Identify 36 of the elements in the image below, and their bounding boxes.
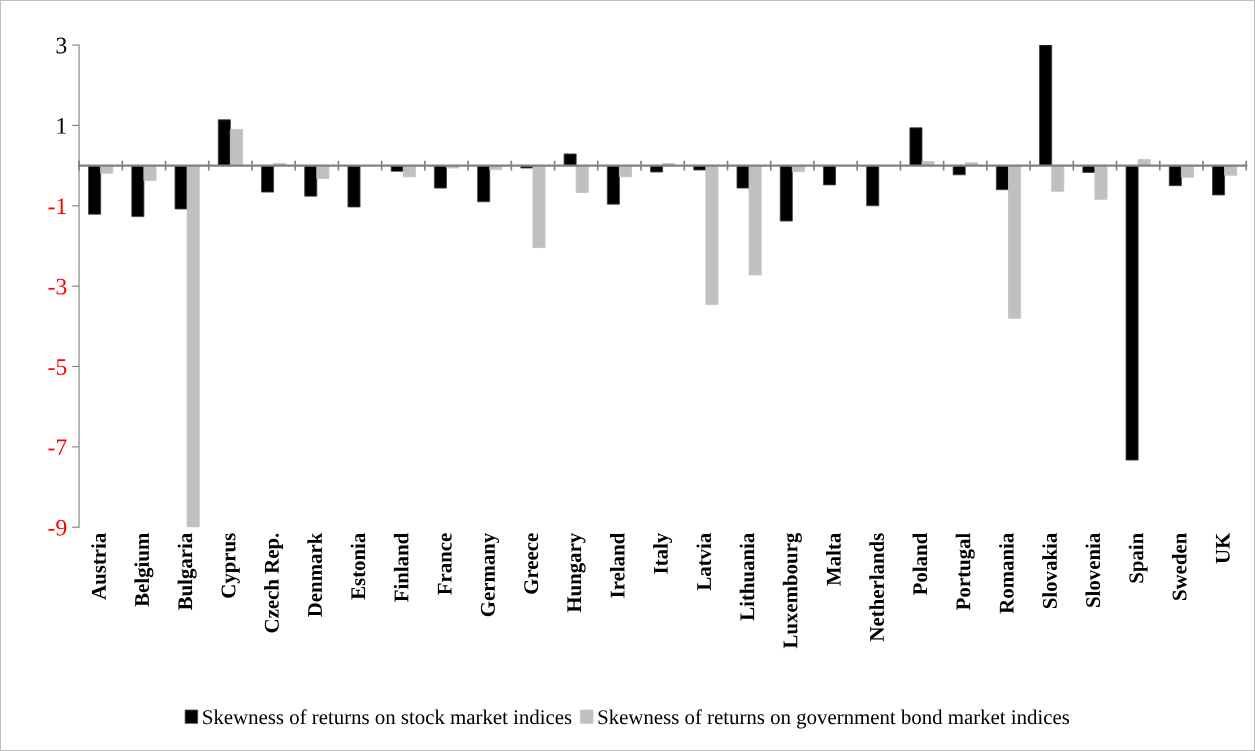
x-tick-label: UK bbox=[1215, 532, 1230, 564]
x-tick-label: Finland bbox=[393, 532, 409, 602]
x-tick-label: Latvia bbox=[696, 533, 712, 591]
y-tick-label: -5 bbox=[48, 359, 67, 375]
x-tick-label: Cyprus bbox=[221, 533, 240, 598]
x-tick-label: Greece bbox=[524, 533, 539, 594]
legend-label: Skewness of returns on government bond market indices bbox=[598, 709, 1070, 729]
x-tick-label: Belgium bbox=[134, 533, 154, 607]
y-tick-label: -7 bbox=[48, 439, 67, 456]
x-tick-label: Italy bbox=[653, 532, 673, 574]
x-tick-label: Czech Rep. bbox=[264, 533, 284, 633]
x-tick-label: Slovenia bbox=[1085, 533, 1101, 607]
x-tick-label: Germany bbox=[480, 532, 500, 617]
y-tick-label: 3 bbox=[56, 37, 67, 54]
x-tick-label: Netherlands bbox=[869, 533, 884, 642]
x-tick-label: Slovakia bbox=[1042, 533, 1057, 609]
x-tick-label: Spain bbox=[1128, 533, 1148, 583]
x-tick-label: Estonia bbox=[350, 533, 366, 600]
x-tick-label: Luxembourg bbox=[782, 532, 802, 649]
legend-label: Skewness of returns on stock market indices bbox=[203, 709, 572, 725]
x-tick-label: Poland bbox=[912, 532, 928, 595]
x-tick-label: Malta bbox=[826, 533, 841, 586]
x-tick-label: Denmark bbox=[307, 532, 323, 617]
x-tick-label: France bbox=[437, 533, 452, 595]
x-tick-label: Bulgaria bbox=[177, 533, 197, 610]
y-tick-label: -1 bbox=[48, 198, 66, 214]
x-tick-label: Sweden bbox=[1171, 533, 1187, 600]
x-tick-label: Austria bbox=[91, 533, 106, 600]
x-tick-label: Hungary bbox=[567, 532, 586, 613]
y-tick-label: 1 bbox=[57, 118, 66, 134]
y-tick-label: -3 bbox=[48, 278, 67, 295]
x-tick-label: Ireland bbox=[609, 532, 625, 598]
y-tick-label: -9 bbox=[48, 519, 67, 536]
x-tick-label: Portugal bbox=[955, 533, 975, 610]
x-tick-label: Romania bbox=[999, 533, 1014, 614]
x-tick-label: Lithuania bbox=[739, 533, 755, 621]
